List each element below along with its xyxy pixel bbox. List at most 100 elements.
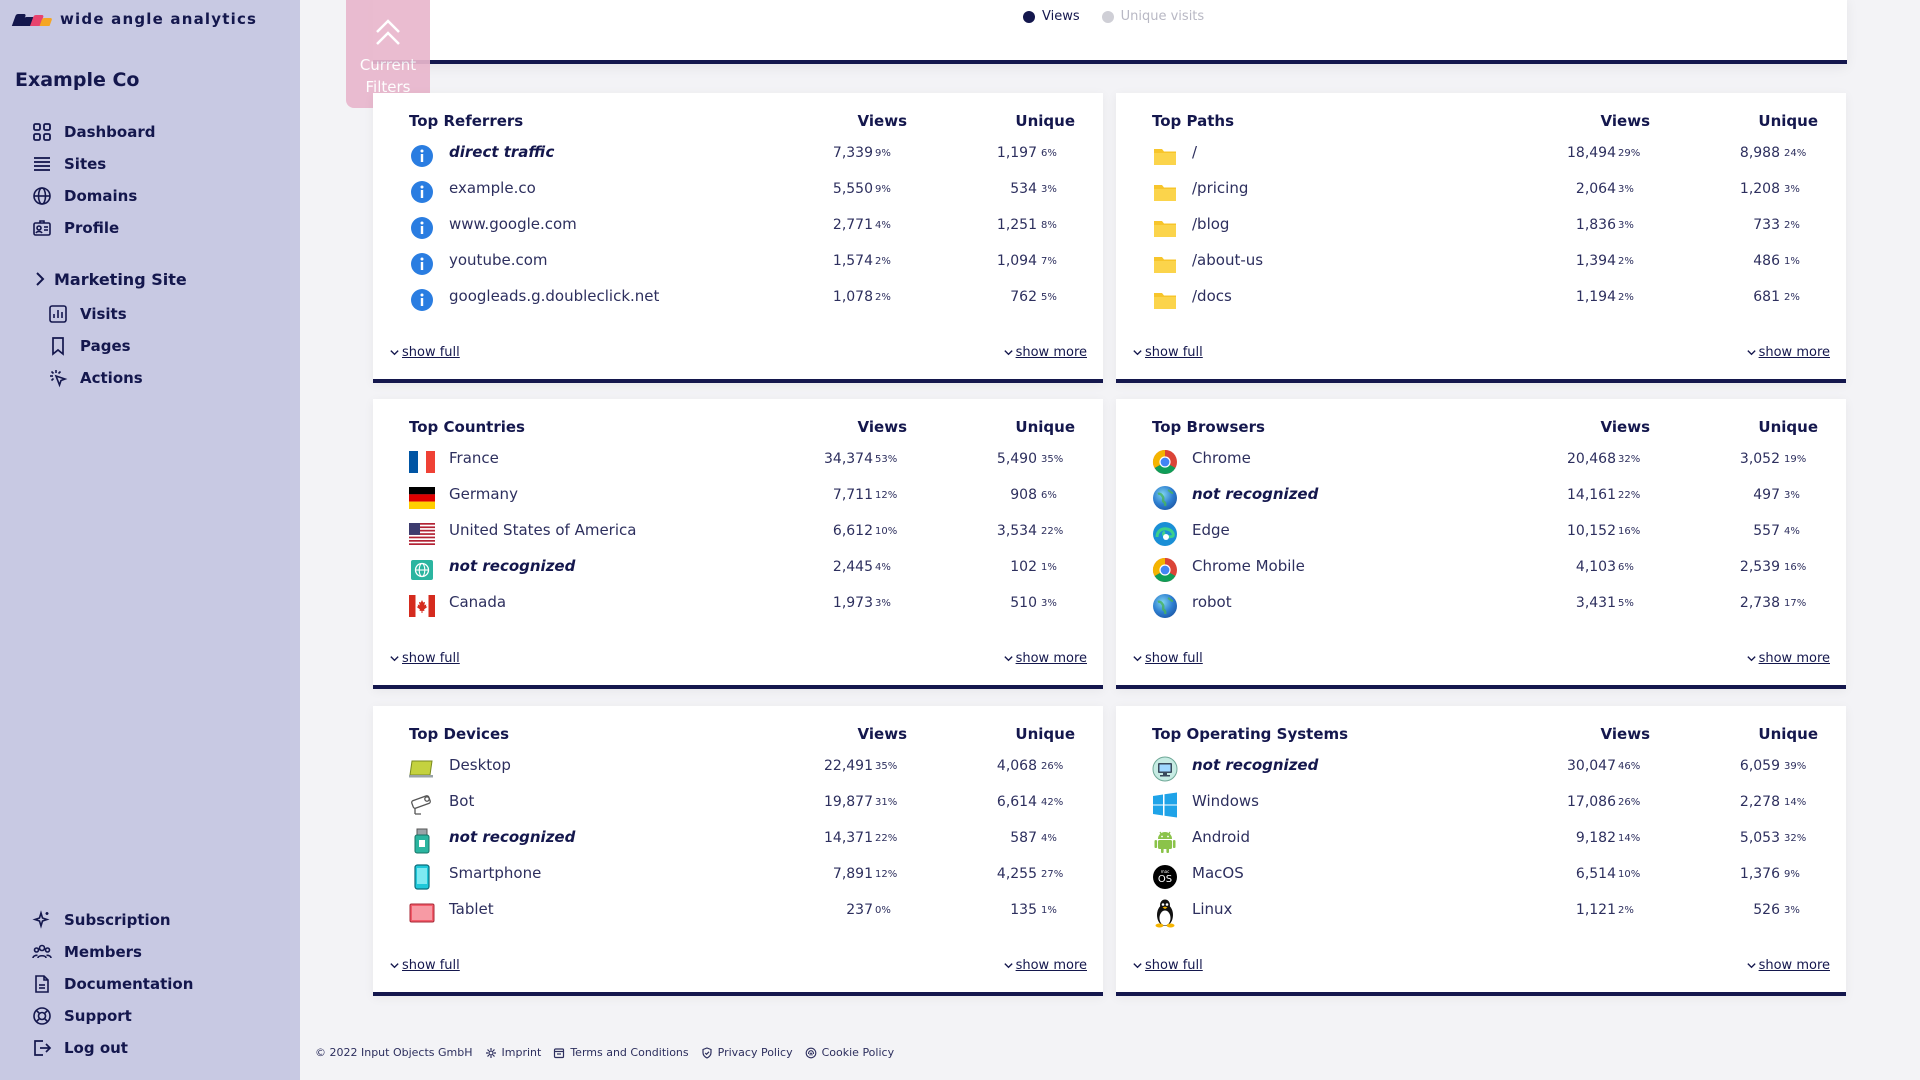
list-item[interactable]: direct traffic 7,339 9% 1,197 6%	[409, 137, 1103, 173]
row-unique: 526	[1753, 902, 1780, 918]
row-label: robot	[1192, 593, 1232, 611]
list-item[interactable]: not recognized 14,371 22% 587 4%	[409, 822, 1103, 858]
views-column-header: Views	[857, 725, 907, 743]
row-unique: 5,053	[1739, 830, 1780, 846]
list-item[interactable]: not recognized 30,047 46% 6,059 39%	[1152, 750, 1846, 786]
edge-icon	[1152, 521, 1178, 547]
cookie-link[interactable]: Cookie Policy	[805, 1046, 894, 1059]
linux-icon	[1152, 899, 1178, 928]
list-item[interactable]: Android 9,182 14% 5,053 32%	[1152, 822, 1846, 858]
list-item[interactable]: googleads.g.doubleclick.net 1,078 2% 762 5%	[409, 281, 1103, 317]
list-item[interactable]: / 18,494 29% 8,988 24%	[1152, 137, 1846, 173]
row-unique: 135	[1010, 902, 1037, 918]
list-item[interactable]: OS mac MacOS 6,514 10% 1,376 9%	[1152, 858, 1846, 894]
chevron-down-icon	[1132, 347, 1143, 358]
list-item[interactable]: Windows 17,086 26% 2,278 14%	[1152, 786, 1846, 822]
row-views: 7,891	[832, 866, 873, 882]
row-views-percent: 0%	[875, 905, 891, 916]
nav-item-logout[interactable]: Log out	[32, 1032, 193, 1064]
list-item[interactable]: United States of America 6,612 10% 3,534 22%	[409, 515, 1103, 551]
show-more-link[interactable]: show more	[1003, 345, 1087, 360]
show-full-link[interactable]: show full	[1132, 651, 1203, 666]
list-item[interactable]: /about-us 1,394 2% 486 1%	[1152, 245, 1846, 281]
terms-link[interactable]: Terms and Conditions	[553, 1046, 689, 1059]
list-item[interactable]: /blog 1,836 3% 733 2%	[1152, 209, 1846, 245]
show-more-link[interactable]: show more	[1746, 345, 1830, 360]
nav-item-members[interactable]: Members	[32, 936, 193, 968]
app-logo[interactable]: wide angle analytics	[11, 10, 258, 28]
show-full-link[interactable]: show full	[389, 958, 460, 973]
row-unique: 4,068	[996, 758, 1037, 774]
list-item[interactable]: /pricing 2,064 3% 1,208 3%	[1152, 173, 1846, 209]
chevron-right-icon	[36, 272, 45, 286]
row-views-percent: 2%	[1618, 905, 1634, 916]
nav-item-domains[interactable]: Domains	[32, 180, 155, 212]
show-full-label: show full	[1145, 345, 1203, 360]
list-item[interactable]: Germany 7,711 12% 908 6%	[409, 479, 1103, 515]
fingerprint-icon	[805, 1047, 816, 1058]
show-full-link[interactable]: show full	[389, 651, 460, 666]
nav-item-label: Domains	[64, 187, 138, 205]
show-full-link[interactable]: show full	[1132, 958, 1203, 973]
row-label: direct traffic	[449, 143, 555, 161]
nav-item-pages[interactable]: Pages	[48, 330, 187, 362]
list-item[interactable]: France 34,374 53% 5,490 35%	[409, 443, 1103, 479]
list-item[interactable]: Smartphone 7,891 12% 4,255 27%	[409, 858, 1103, 894]
card-footer: show full show more	[1132, 345, 1830, 363]
privacy-link[interactable]: Privacy Policy	[701, 1046, 793, 1059]
nav-item-subscription[interactable]: Subscription	[32, 904, 193, 936]
row-views: 17,086	[1567, 794, 1616, 810]
logo-text: wide angle analytics	[60, 10, 258, 28]
row-views-percent: 5%	[1618, 598, 1634, 609]
nav-item-visits[interactable]: Visits	[48, 298, 187, 330]
list-item[interactable]: www.google.com 2,771 4% 1,251 8%	[409, 209, 1103, 245]
legend-item-views[interactable]: Views	[1023, 9, 1080, 24]
nav-item-label: Profile	[64, 219, 120, 237]
list-item[interactable]: not recognized 14,161 22% 497 3%	[1152, 479, 1846, 515]
imprint-link[interactable]: Imprint	[485, 1046, 541, 1059]
list-item[interactable]: Bot 19,877 31% 6,614 42%	[409, 786, 1103, 822]
nav-item-documentation[interactable]: Documentation	[32, 968, 193, 1000]
list-item[interactable]: youtube.com 1,574 2% 1,094 7%	[409, 245, 1103, 281]
list-item[interactable]: Canada 1,973 3% 510 3%	[409, 587, 1103, 623]
list-item[interactable]: Linux 1,121 2% 526 3%	[1152, 894, 1846, 930]
row-unique-percent: 2%	[1784, 220, 1800, 231]
legend-item-unique[interactable]: Unique visits	[1101, 9, 1204, 24]
nav-item-dashboard[interactable]: Dashboard	[32, 116, 155, 148]
nav-item-actions[interactable]: Actions	[48, 362, 187, 394]
nav-item-profile[interactable]: Profile	[32, 212, 155, 244]
list-item[interactable]: Edge 10,152 16% 557 4%	[1152, 515, 1846, 551]
show-more-link[interactable]: show more	[1746, 958, 1830, 973]
top-referrers-card: Top Referrers Views Unique direct traffic 7,…	[373, 93, 1103, 383]
show-more-link[interactable]: show more	[1003, 651, 1087, 666]
site-selector[interactable]: Marketing Site	[32, 264, 187, 294]
info-icon	[409, 179, 435, 205]
list-item[interactable]: Tablet 237 0% 135 1%	[409, 894, 1103, 930]
row-unique-percent: 6%	[1041, 148, 1057, 159]
show-more-link[interactable]: show more	[1003, 958, 1087, 973]
nav-item-sites[interactable]: Sites	[32, 148, 155, 180]
card-rows: Desktop 22,491 35% 4,068 26% Bot 19,877 31% 6,61…	[409, 750, 1103, 930]
row-label: /pricing	[1192, 179, 1249, 197]
row-views: 14,161	[1567, 487, 1616, 503]
nav-item-support[interactable]: Support	[32, 1000, 193, 1032]
list-item[interactable]: /docs 1,194 2% 681 2%	[1152, 281, 1846, 317]
show-full-label: show full	[402, 651, 460, 666]
row-label: not recognized	[1192, 485, 1319, 503]
list-item[interactable]: robot 3,431 5% 2,738 17%	[1152, 587, 1846, 623]
show-more-link[interactable]: show more	[1746, 651, 1830, 666]
list-item[interactable]: Desktop 22,491 35% 4,068 26%	[409, 750, 1103, 786]
list-item[interactable]: example.co 5,550 9% 534 3%	[409, 173, 1103, 209]
site-section: Marketing Site Visits Pages Actions	[32, 264, 187, 394]
row-views-percent: 32%	[1618, 454, 1641, 465]
show-full-link[interactable]: show full	[1132, 345, 1203, 360]
list-item[interactable]: not recognized 2,445 4% 102 1%	[409, 551, 1103, 587]
list-item[interactable]: Chrome 20,468 32% 3,052 19%	[1152, 443, 1846, 479]
show-full-link[interactable]: show full	[389, 345, 460, 360]
row-views: 4,103	[1575, 559, 1616, 575]
list-item[interactable]: Chrome Mobile 4,103 6% 2,539 16%	[1152, 551, 1846, 587]
logout-icon	[34, 1040, 52, 1056]
row-unique: 4,255	[996, 866, 1037, 882]
current-filters-button[interactable]: Current Filters	[346, 0, 430, 108]
row-views: 14,371	[824, 830, 873, 846]
